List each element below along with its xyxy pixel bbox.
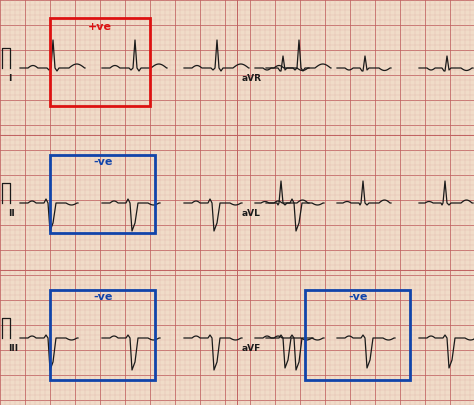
Bar (305, 290, 410, 380)
Text: III: III (8, 344, 18, 353)
Bar (50, 18, 150, 106)
Text: +ve: +ve (88, 22, 112, 32)
Text: I: I (8, 74, 11, 83)
Text: aVR: aVR (242, 74, 262, 83)
Text: aVL: aVL (242, 209, 261, 218)
Text: -ve: -ve (348, 292, 368, 302)
Text: II: II (8, 209, 15, 218)
Bar (50, 290, 155, 380)
Text: -ve: -ve (93, 292, 113, 302)
Bar (50, 155, 155, 233)
Text: aVF: aVF (242, 344, 261, 353)
Text: -ve: -ve (93, 157, 113, 167)
